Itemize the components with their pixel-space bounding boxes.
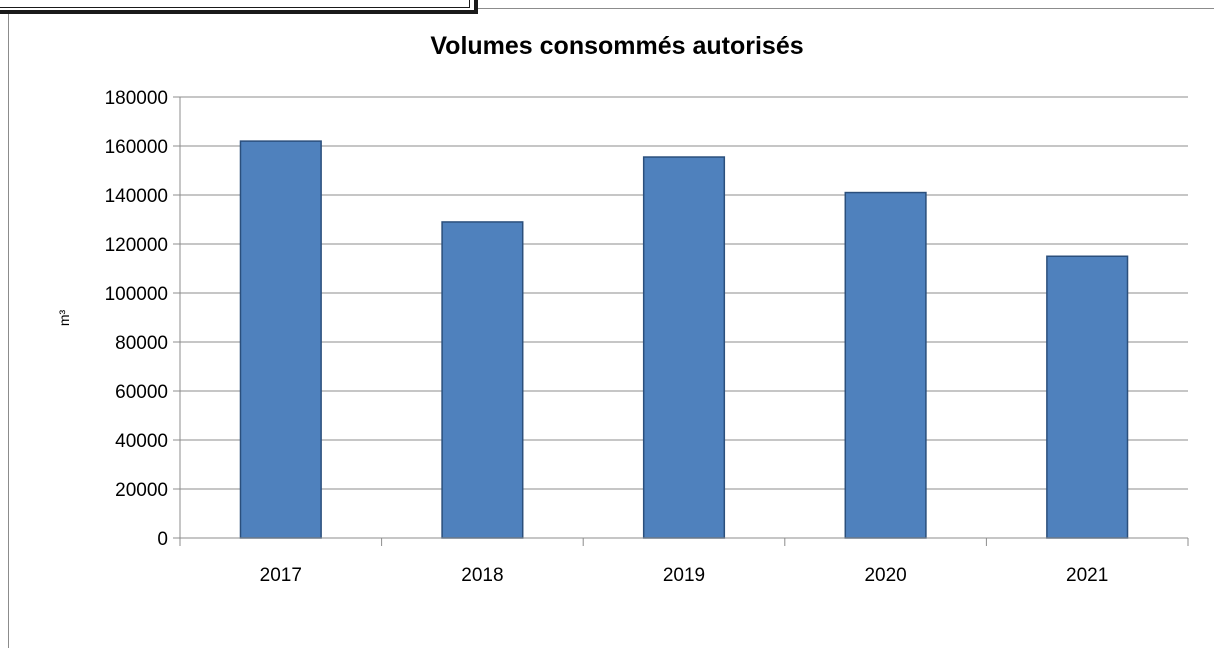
y-tick-label: 120000: [105, 235, 168, 256]
bar-2017: [239, 140, 322, 539]
bars: [239, 140, 1129, 539]
y-tick-label: 140000: [105, 186, 168, 207]
x-tick-label: 2021: [1066, 565, 1108, 586]
y-tick-label: 0: [157, 529, 168, 550]
x-tick-label: 2020: [864, 565, 906, 586]
x-tick-label: 2018: [461, 565, 503, 586]
corner-frame: [0, 0, 478, 14]
y-tick-label: 180000: [105, 88, 168, 109]
chart-frame: [8, 8, 1214, 648]
bar-2021: [1046, 255, 1129, 539]
y-tick-label: 20000: [115, 480, 168, 501]
y-tick-label: 60000: [115, 382, 168, 403]
y-tick-label: 40000: [115, 431, 168, 452]
bar-2018: [441, 221, 524, 539]
y-axis-title: m³: [56, 310, 72, 327]
x-tick-label: 2017: [260, 565, 302, 586]
bar-2020: [844, 191, 927, 539]
x-tick-label: 2019: [663, 565, 705, 586]
y-tick-label: 160000: [105, 137, 168, 158]
y-tick-label: 80000: [115, 333, 168, 354]
tick-labels: 0 20000 40000 60000 80000 100000 120000 140000 1…: [105, 88, 1109, 586]
corner-frame-inner: [0, 0, 470, 8]
bar-2019: [642, 156, 726, 539]
axes: [173, 96, 1189, 546]
y-tick-label: 100000: [105, 284, 168, 305]
chart-title: Volumes consommés autorisés: [430, 32, 803, 60]
